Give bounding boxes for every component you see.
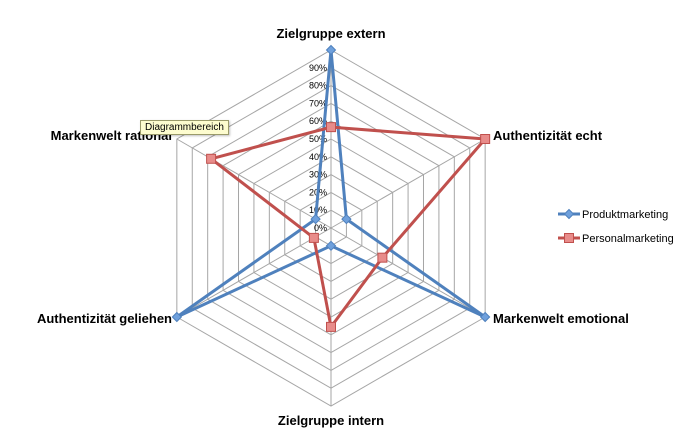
grid-spoke: [176, 227, 332, 318]
legend-label: Produktmarketing: [582, 209, 668, 221]
tick-label: 50%: [309, 134, 327, 144]
data-point: [325, 44, 337, 56]
data-point: [326, 321, 336, 332]
data-point: [480, 134, 491, 144]
tick-label: 90%: [309, 63, 327, 73]
tick-label: 40%: [309, 152, 327, 162]
data-point: [310, 213, 321, 225]
series-produktmarketing: [171, 44, 491, 323]
tick-label: 10%: [309, 205, 327, 215]
data-point: [206, 153, 217, 164]
legend-label: Personalmarketing: [582, 233, 674, 245]
legend-marker: [563, 208, 575, 220]
tick-label: 70%: [309, 98, 327, 108]
data-point: [171, 311, 183, 323]
axis-label: Zielgruppe extern: [276, 26, 385, 41]
axis-label: Authentizität echt: [493, 128, 603, 143]
series-personalmarketing: [206, 122, 491, 332]
data-point: [308, 232, 319, 243]
data-point: [326, 122, 336, 133]
axis-label: Markenwelt emotional: [493, 311, 629, 326]
data-point: [377, 252, 388, 263]
data-point: [341, 213, 352, 225]
tick-label: 60%: [309, 116, 327, 126]
tick-label: 80%: [309, 81, 327, 91]
tick-label: 30%: [309, 170, 327, 180]
data-point: [325, 240, 337, 252]
grid-spoke: [330, 138, 486, 229]
grid-spoke: [330, 227, 486, 318]
data-point: [479, 311, 491, 323]
tick-label: 0%: [314, 223, 327, 233]
axis-label: Zielgruppe intern: [278, 413, 384, 428]
legend-marker: [564, 233, 574, 243]
grid-spoke: [176, 138, 332, 229]
chart-area-tooltip: Diagrammbereich: [140, 120, 229, 135]
legend-item: Produktmarketing: [558, 208, 668, 221]
axis-label: Authentizität geliehen: [37, 311, 172, 326]
legend-item: Personalmarketing: [558, 233, 674, 245]
